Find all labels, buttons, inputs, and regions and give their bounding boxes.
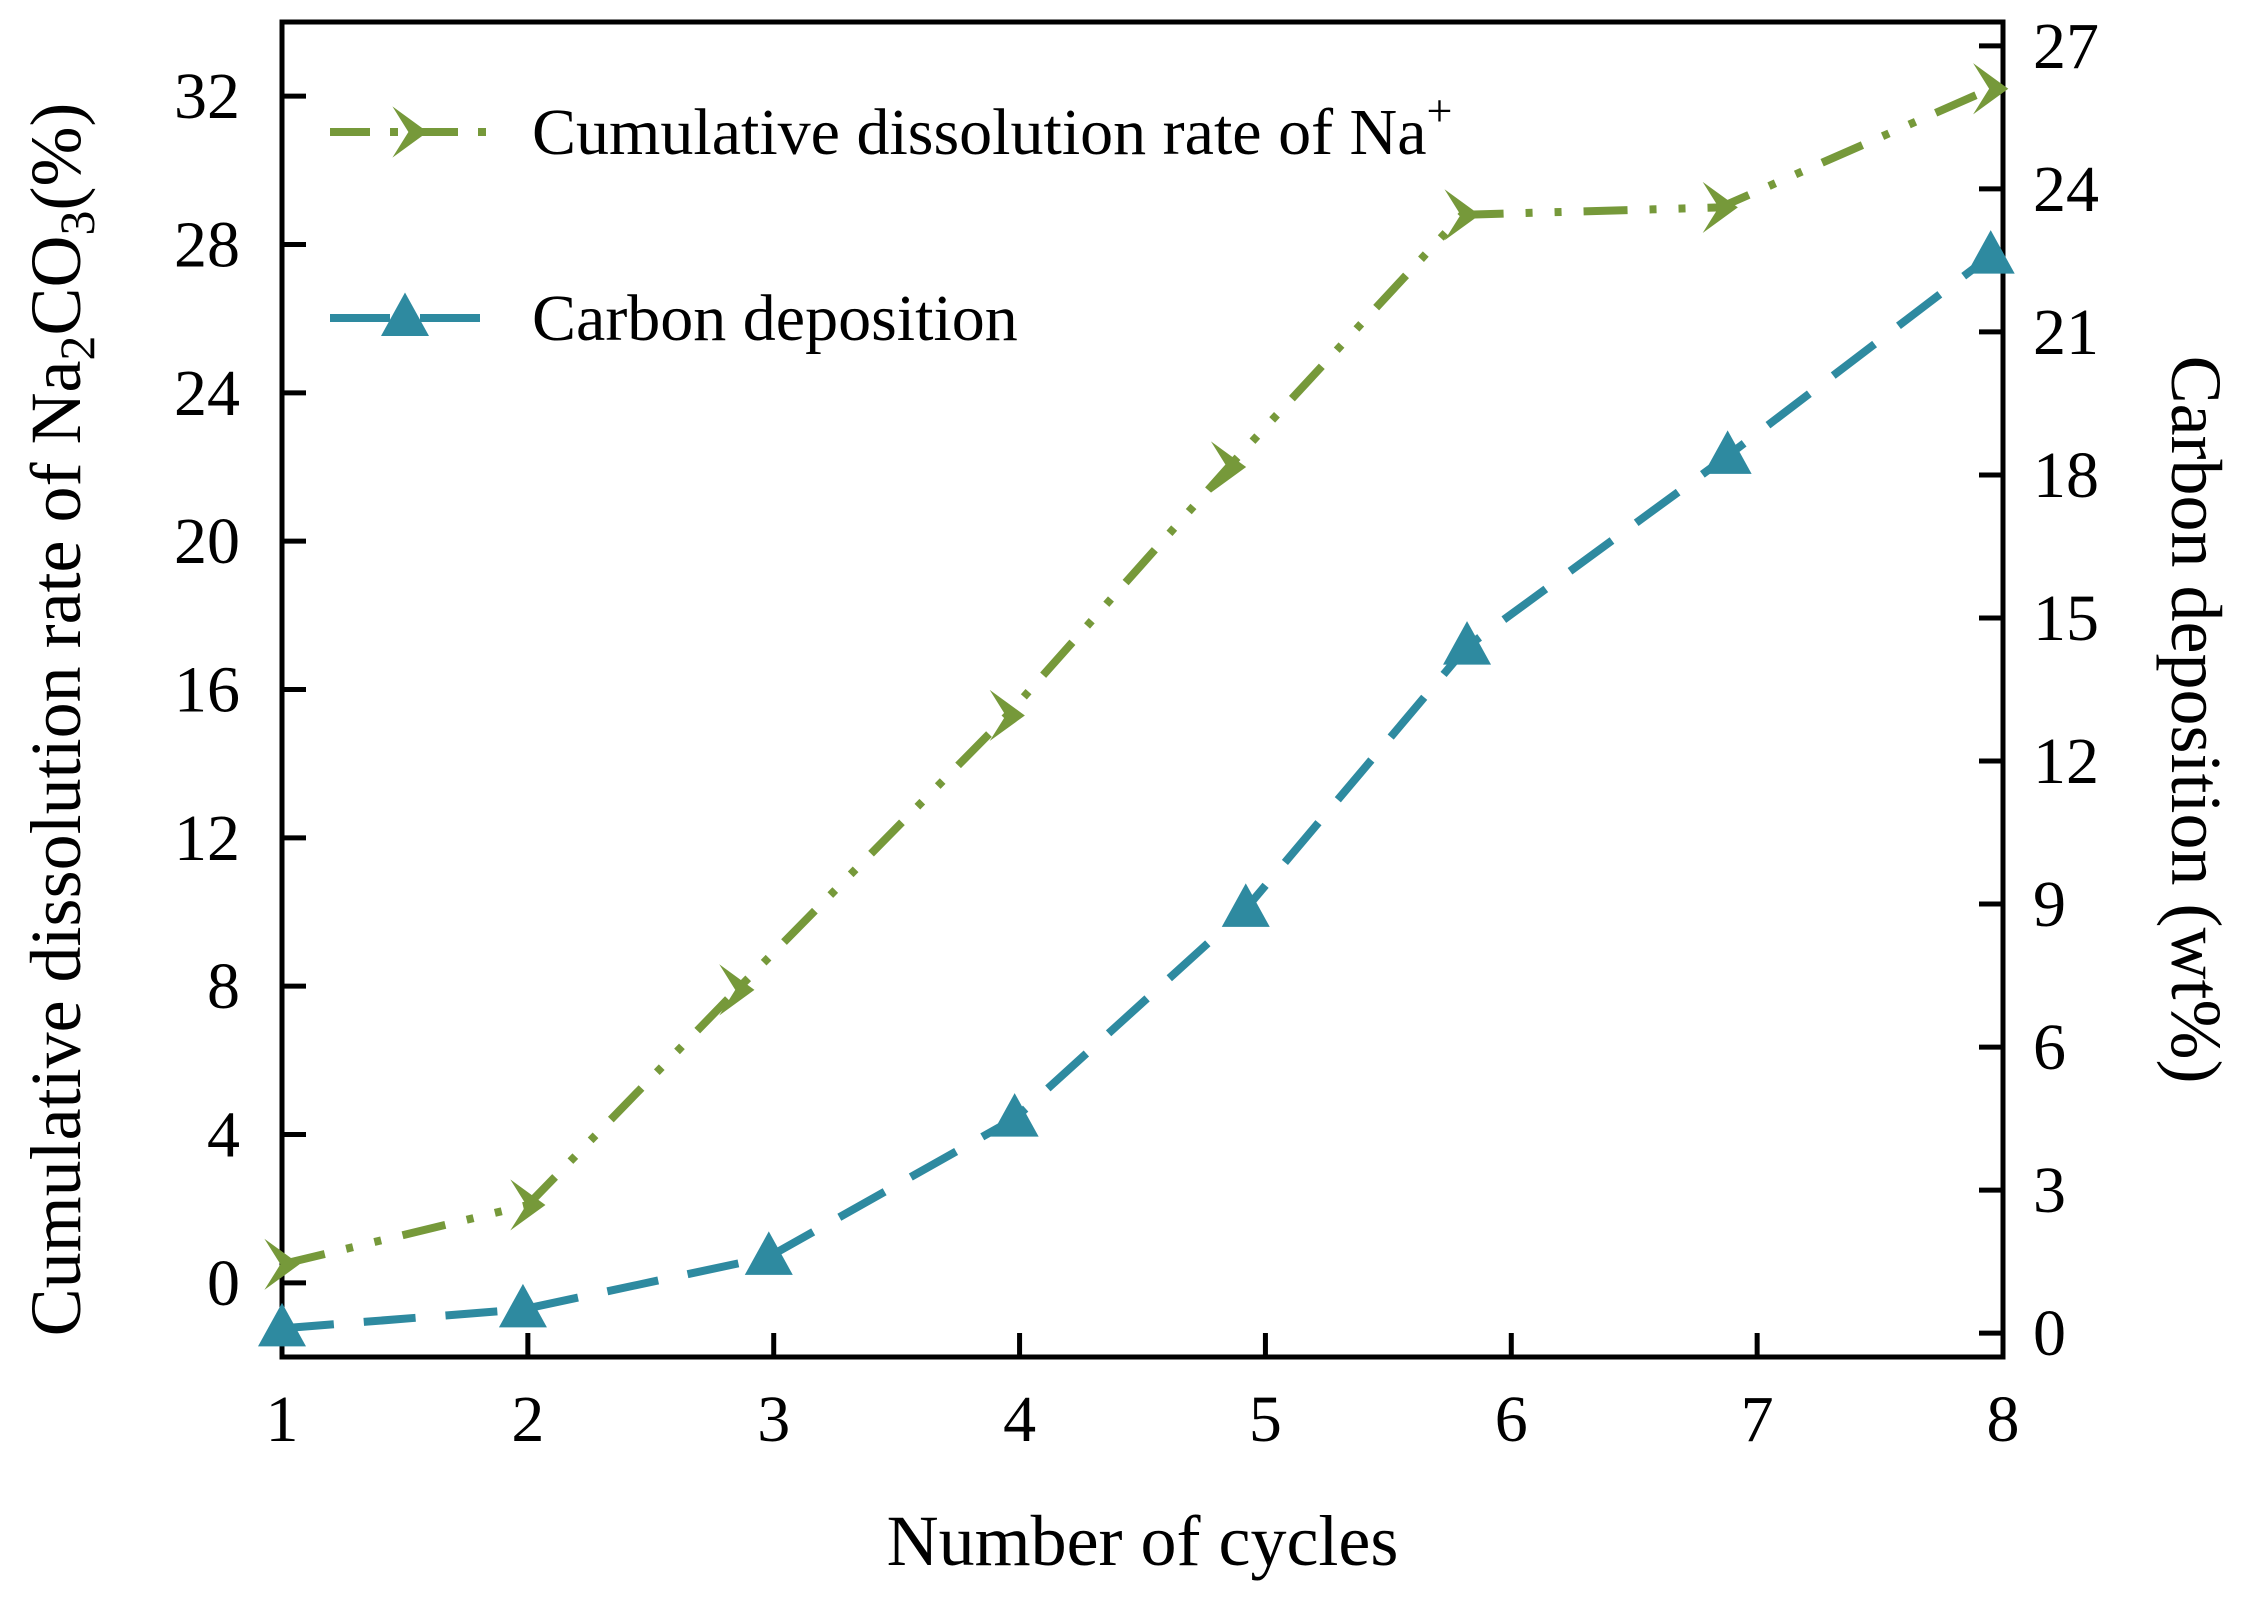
legend-entry-carbon: Carbon deposition: [330, 282, 1018, 355]
data-point: [1444, 189, 1480, 241]
y-right-tick-label: 3: [2033, 1154, 2066, 1227]
x-tick-label: 3: [757, 1383, 790, 1456]
y-right-tick-label: 27: [2033, 10, 2099, 83]
x-tick-label: 4: [1003, 1383, 1036, 1456]
y-right-tick-label: 9: [2033, 868, 2066, 941]
data-point: [1221, 883, 1270, 927]
y-left-tick-label: 28: [174, 209, 240, 282]
y-right-tick-label: 12: [2033, 725, 2099, 798]
x-axis-title: Number of cycles: [887, 1501, 1399, 1581]
y-left-tick-label: 32: [174, 60, 240, 133]
data-point: [1973, 63, 2009, 115]
data-point: [498, 1283, 547, 1328]
data-point: [1966, 230, 2015, 274]
data-point: [744, 1231, 793, 1275]
data-point: [258, 1302, 306, 1347]
x-tick-label: 6: [1495, 1383, 1528, 1456]
y-left-tick-label: 24: [174, 357, 240, 430]
x-tick-label: 2: [511, 1383, 544, 1456]
legend-label-dissolution: Cumulative dissolution rate of Na+: [532, 85, 1452, 169]
y-left-tick-label: 16: [174, 654, 240, 727]
x-tick-label: 7: [1741, 1383, 1774, 1456]
y-right-tick-label: 6: [2033, 1011, 2066, 1084]
legend-marker-carbon-triangle-icon: [381, 292, 429, 336]
y-right-tick-label: 15: [2033, 582, 2099, 655]
plot-frame: [279, 19, 2006, 1360]
series-carbon: [258, 230, 2015, 1347]
data-point: [1703, 430, 1752, 474]
data-point: [989, 689, 1025, 742]
y-right-tick-label: 24: [2033, 153, 2099, 226]
y-right-tick-label: 21: [2033, 296, 2099, 369]
legend-marker-dissolution-chevron-icon: [392, 106, 428, 158]
x-tick-label: 8: [1987, 1383, 2020, 1456]
data-point: [719, 964, 755, 1016]
legend-label-carbon: Carbon deposition: [532, 282, 1018, 355]
series-dissolution: [264, 63, 2009, 1290]
x-tick-label: 5: [1249, 1383, 1282, 1456]
series-layer: [258, 63, 2015, 1347]
y-right-tick-label: 0: [2033, 1297, 2066, 1370]
data-point: [264, 1238, 300, 1290]
y-axis-right-title: Carbon deposition (wt%): [2156, 356, 2236, 1084]
y-left-tick-label: 20: [174, 505, 240, 578]
series-line: [281, 252, 1994, 1333]
legend-entry-dissolution: Cumulative dissolution rate of Na+: [330, 85, 1452, 169]
data-point: [1210, 441, 1247, 493]
legend: Cumulative dissolution rate of Na+ Carbo…: [330, 85, 1452, 355]
data-point: [1702, 181, 1738, 234]
y-left-tick-label: 8: [207, 950, 240, 1023]
data-point: [990, 1093, 1039, 1137]
y-left-tick-label: 0: [207, 1247, 240, 1320]
data-point: [1443, 621, 1492, 665]
y-left-tick-label: 4: [207, 1099, 240, 1172]
data-point: [510, 1179, 546, 1231]
y-left-tick-label: 12: [174, 802, 240, 875]
series-line: [281, 85, 1993, 1269]
y-right-tick-label: 18: [2033, 439, 2099, 512]
x-tick-label: 1: [266, 1383, 299, 1456]
y-axis-left-title: Cumulative dissolution rate of Na2CO3(%): [16, 103, 105, 1337]
